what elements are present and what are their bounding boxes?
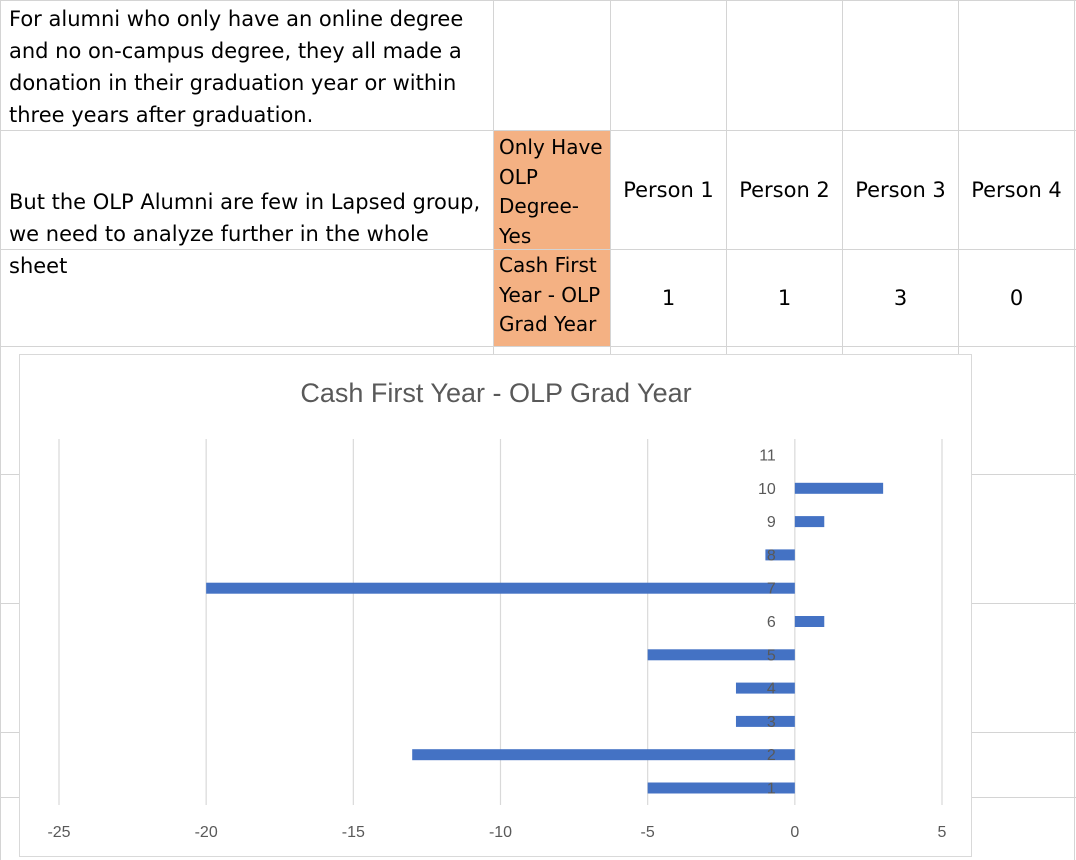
y-tick-label: 10 bbox=[758, 481, 776, 498]
grid-line bbox=[972, 732, 1076, 733]
bar bbox=[794, 482, 884, 494]
grid-line bbox=[972, 474, 1076, 475]
bar bbox=[412, 749, 795, 761]
person-4-header[interactable]: Person 4 bbox=[959, 131, 1074, 249]
chart-title: Cash First Year - OLP Grad Year bbox=[300, 378, 691, 408]
person-4-label: Person 4 bbox=[971, 178, 1062, 202]
person-3-header[interactable]: Person 3 bbox=[843, 131, 958, 249]
grid-line bbox=[842, 0, 843, 354]
note-text-1: For alumni who only have an online degre… bbox=[9, 7, 464, 127]
x-tick-label: -15 bbox=[342, 824, 365, 841]
bar bbox=[794, 616, 825, 627]
bar bbox=[206, 582, 795, 594]
grid-line bbox=[610, 0, 611, 354]
bar bbox=[735, 682, 795, 694]
y-tick-label: 2 bbox=[767, 747, 776, 764]
grid-line bbox=[493, 0, 494, 354]
person-3-label: Person 3 bbox=[855, 178, 946, 202]
note-cell-2[interactable]: But the OLP Alumni are few in Lapsed gro… bbox=[9, 186, 489, 282]
y-tick-label: 7 bbox=[767, 581, 776, 598]
person-1-value[interactable]: 1 bbox=[611, 250, 726, 346]
y-tick-label: 6 bbox=[767, 614, 776, 631]
grid-line bbox=[0, 249, 1076, 250]
grid-line bbox=[0, 732, 19, 733]
grid-line bbox=[0, 603, 19, 604]
grid-line bbox=[0, 346, 1076, 347]
note-cell-1[interactable]: For alumni who only have an online degre… bbox=[9, 3, 479, 131]
grid-line bbox=[0, 130, 1076, 131]
header-only-have-olp[interactable]: Only Have OLP Degree- Yes bbox=[494, 131, 610, 249]
header-cash-first-year-text: Cash First Year - OLP Grad Year bbox=[499, 253, 601, 336]
bar bbox=[794, 516, 825, 528]
grid-line bbox=[0, 0, 1076, 1]
bar bbox=[647, 649, 795, 661]
bar bbox=[735, 715, 795, 727]
person-3-value-text: 3 bbox=[893, 286, 908, 310]
grid-line bbox=[0, 474, 19, 475]
grid-line bbox=[972, 603, 1076, 604]
header-cash-first-year[interactable]: Cash First Year - OLP Grad Year bbox=[494, 250, 610, 346]
note-text-2: But the OLP Alumni are few in Lapsed gro… bbox=[9, 190, 481, 278]
grid-line bbox=[958, 0, 959, 354]
grid-line bbox=[1074, 0, 1075, 860]
y-tick-label: 8 bbox=[767, 547, 776, 564]
person-2-label: Person 2 bbox=[739, 178, 830, 202]
bar bbox=[765, 549, 795, 561]
y-tick-label: 1 bbox=[767, 781, 776, 798]
x-tick-label: 0 bbox=[790, 824, 799, 841]
person-4-value[interactable]: 0 bbox=[959, 250, 1074, 346]
grid-line bbox=[972, 797, 1076, 798]
y-tick-label: 5 bbox=[767, 647, 776, 664]
person-1-label: Person 1 bbox=[623, 178, 714, 202]
person-2-header[interactable]: Person 2 bbox=[727, 131, 842, 249]
y-tick-label: 4 bbox=[767, 681, 776, 698]
x-tick-label: -25 bbox=[47, 824, 70, 841]
person-1-header[interactable]: Person 1 bbox=[611, 131, 726, 249]
x-tick-label: -10 bbox=[489, 824, 512, 841]
person-2-value[interactable]: 1 bbox=[727, 250, 842, 346]
x-tick-label: 5 bbox=[938, 824, 947, 841]
bar bbox=[647, 782, 795, 794]
person-2-value-text: 1 bbox=[777, 286, 792, 310]
header-only-have-olp-text: Only Have OLP Degree- Yes bbox=[499, 135, 603, 248]
bar-chart[interactable]: Cash First Year - OLP Grad Year 1 2 3 4 5 6 7 8… bbox=[19, 354, 972, 857]
person-4-value-text: 0 bbox=[1009, 286, 1024, 310]
grid-line bbox=[0, 0, 1, 860]
grid-line bbox=[0, 797, 19, 798]
person-3-value[interactable]: 3 bbox=[843, 250, 958, 346]
chart-svg: Cash First Year - OLP Grad Year 1 2 3 4 5 6 7 8… bbox=[47, 378, 947, 841]
person-1-value-text: 1 bbox=[661, 286, 676, 310]
y-tick-label: 3 bbox=[767, 714, 776, 731]
grid-line bbox=[726, 0, 727, 354]
y-tick-label: 9 bbox=[767, 514, 776, 531]
x-tick-label: -20 bbox=[195, 824, 218, 841]
y-tick-label: 11 bbox=[759, 448, 776, 465]
x-tick-label: -5 bbox=[641, 824, 655, 841]
